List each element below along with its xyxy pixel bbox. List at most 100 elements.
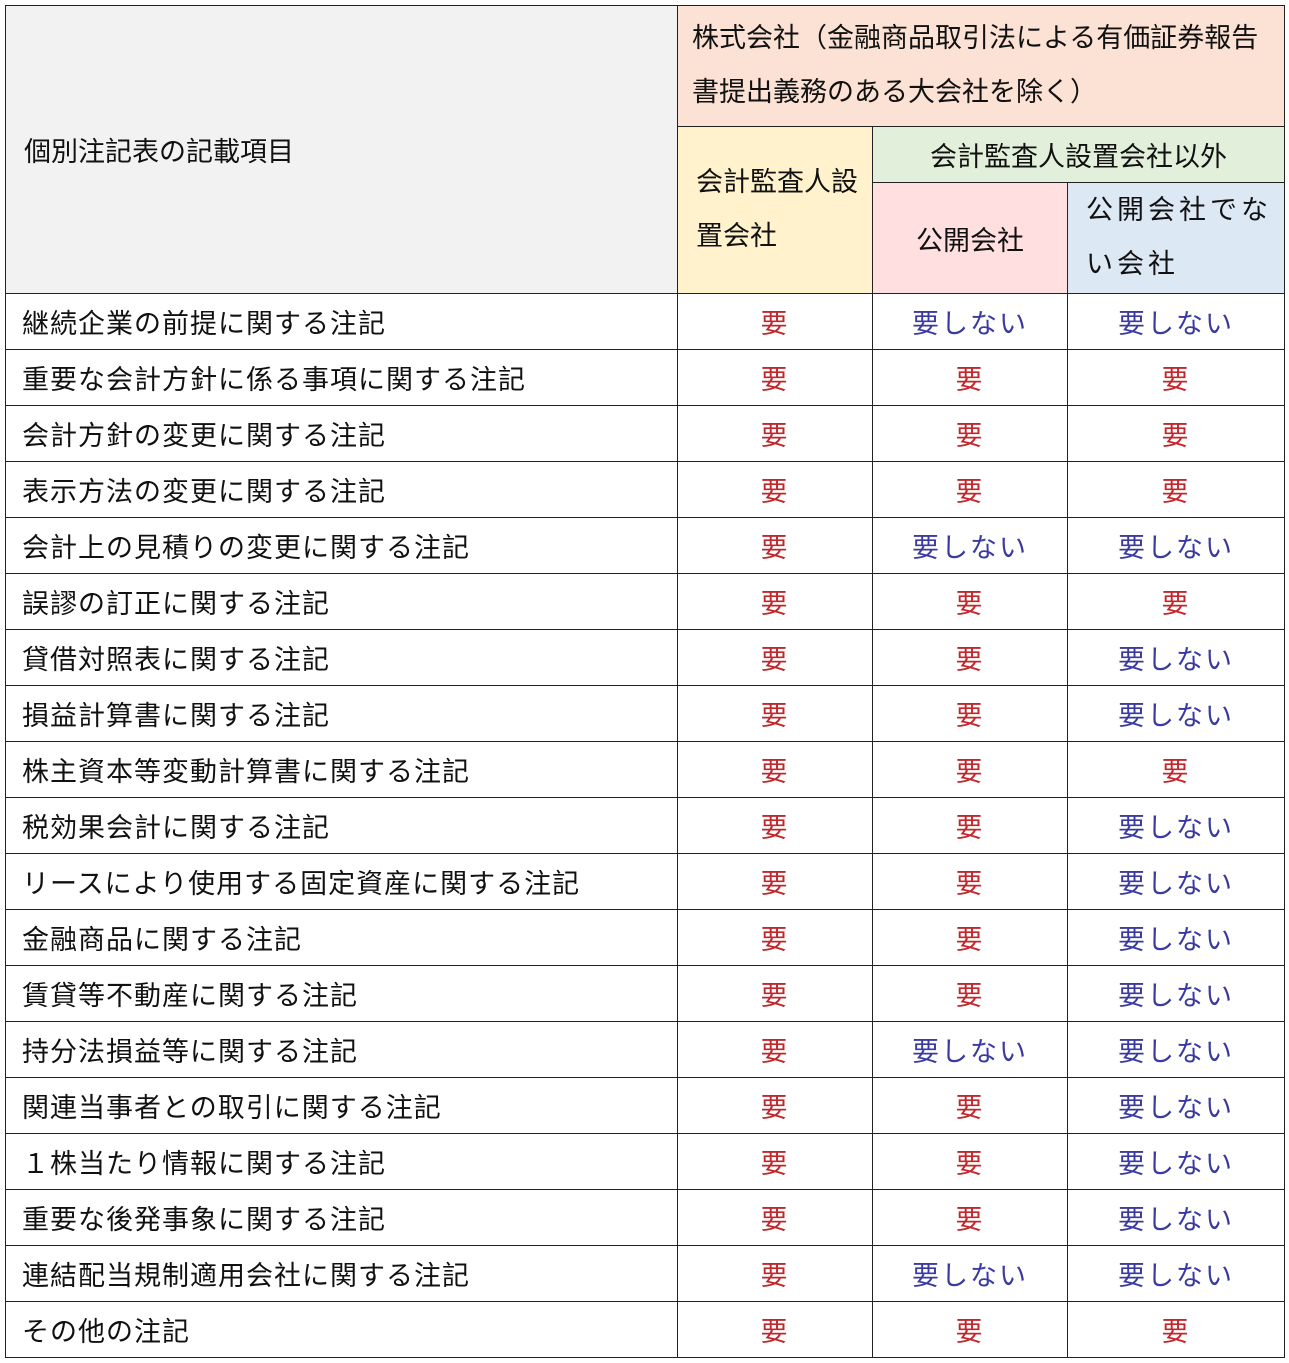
item-label: 継続企業の前提に関する注記 [5,293,678,350]
requirement-cell: 要 [872,629,1068,686]
requirement-cell: 要 [677,909,873,966]
table-row: 賃貸等不動産に関する注記要要要しない [5,965,1286,1022]
table-row: 会計上の見積りの変更に関する注記要要しない 要しない [5,517,1286,574]
table-row: 継続企業の前提に関する注記要要しない 要しない [5,293,1286,350]
requirement-cell: 要 [1066,1301,1286,1358]
requirement-cell: 要 [872,405,1068,462]
requirement-cell: 要しない [1066,965,1286,1022]
requirement-cell: 要しない [1066,1021,1286,1078]
table-row: 関連当事者との取引に関する注記要要要しない [5,1077,1286,1134]
requirement-cell: 要 [1066,349,1286,406]
item-label: 連結配当規制適用会社に関する注記 [5,1245,678,1302]
table-row: 誤謬の訂正に関する注記要要要 [5,573,1286,630]
requirement-cell: 要しない [872,1021,1068,1078]
requirement-cell: 要しない [1066,1133,1286,1190]
requirement-cell: 要 [677,1021,873,1078]
header-non-public: 公開会社でない会社 [1066,182,1286,294]
requirement-cell: 要 [1066,405,1286,462]
requirement-cell: 要しない [872,517,1068,574]
requirement-cell: 要しない [1066,853,1286,910]
table-row: 株主資本等変動計算書に関する注記要要要 [5,741,1286,798]
requirement-cell: 要しない [872,1245,1068,1302]
requirement-cell: 要 [677,461,873,518]
table-row: 連結配当規制適用会社に関する注記要要しない 要しない [5,1245,1286,1302]
requirement-cell: 要 [677,685,873,742]
requirement-cell: 要 [872,741,1068,798]
header-without-auditor: 会計監査人設置会社以外 [871,126,1286,183]
requirement-cell: 要 [1066,461,1286,518]
requirement-cell: 要 [872,1301,1068,1358]
item-label: その他の注記 [5,1301,678,1358]
header-public: 公開会社 [872,182,1068,294]
item-label: 持分法損益等に関する注記 [5,1021,678,1078]
requirement-cell: 要しない [1066,685,1286,742]
item-label: 関連当事者との取引に関する注記 [5,1077,678,1134]
item-label: 株主資本等変動計算書に関する注記 [5,741,678,798]
table-row: リースにより使用する固定資産に関する注記要要要しない [5,853,1286,910]
requirement-cell: 要 [677,797,873,854]
requirement-cell: 要 [872,1133,1068,1190]
requirement-cell: 要しない [1066,1189,1286,1246]
table-row: 重要な後発事象に関する注記要要要しない [5,1189,1286,1246]
table-row: 表示方法の変更に関する注記要要要 [5,461,1286,518]
item-label: 重要な会計方針に係る事項に関する注記 [5,349,678,406]
table-row: 損益計算書に関する注記要要要しない [5,685,1286,742]
requirement-cell: 要 [872,349,1068,406]
header-company-type: 株式会社（金融商品取引法による有価証券報告書提出義務のある大会社を除く） [676,5,1286,127]
requirement-cell: 要 [677,1189,873,1246]
item-label: 金融商品に関する注記 [5,909,678,966]
requirement-cell: 要 [677,405,873,462]
requirement-cell: 要しない [1066,629,1286,686]
requirement-cell: 要しない [1066,909,1286,966]
item-label: 誤謬の訂正に関する注記 [5,573,678,630]
requirement-cell: 要 [677,349,873,406]
requirement-cell: 要 [677,517,873,574]
requirement-cell: 要 [677,573,873,630]
item-label: １株当たり情報に関する注記 [5,1133,678,1190]
requirement-cell: 要 [677,741,873,798]
table-row: 会計方針の変更に関する注記要要要 [5,405,1286,462]
requirement-cell: 要 [872,685,1068,742]
item-label: 貸借対照表に関する注記 [5,629,678,686]
item-label: 税効果会計に関する注記 [5,797,678,854]
requirement-cell: 要しない [1066,1077,1286,1134]
table-row: 金融商品に関する注記要要要しない [5,909,1286,966]
requirement-cell: 要しない [1066,1245,1286,1302]
item-label: リースにより使用する固定資産に関する注記 [5,853,678,910]
requirement-cell: 要 [872,573,1068,630]
requirement-cell: 要 [677,1133,873,1190]
item-label: 重要な後発事象に関する注記 [5,1189,678,1246]
notes-requirement-table: 個別注記表の記載項目 株式会社（金融商品取引法による有価証券報告書提出義務のある… [5,5,1286,1358]
requirement-cell: 要 [677,629,873,686]
item-label: 表示方法の変更に関する注記 [5,461,678,518]
requirement-cell: 要 [872,797,1068,854]
requirement-cell: 要しない [1066,293,1286,350]
requirement-cell: 要 [872,1077,1068,1134]
requirement-cell: 要 [677,1245,873,1302]
requirement-cell: 要 [872,853,1068,910]
table-row: 貸借対照表に関する注記要要要しない [5,629,1286,686]
table-row: １株当たり情報に関する注記要要要しない [5,1133,1286,1190]
item-label: 損益計算書に関する注記 [5,685,678,742]
requirement-cell: 要 [872,909,1068,966]
requirement-cell: 要 [677,1301,873,1358]
requirement-cell: 要 [872,461,1068,518]
requirement-cell: 要しない [1066,797,1286,854]
table-row: 持分法損益等に関する注記要要しない 要しない [5,1021,1286,1078]
table-row: その他の注記要要要 [5,1301,1286,1358]
requirement-cell: 要 [677,965,873,1022]
requirement-cell: 要しない [1066,517,1286,574]
item-label: 会計方針の変更に関する注記 [5,405,678,462]
table-row: 税効果会計に関する注記要要要しない [5,797,1286,854]
header-item-column: 個別注記表の記載項目 [5,5,678,294]
requirement-cell: 要 [677,853,873,910]
requirement-cell: 要 [872,965,1068,1022]
requirement-cell: 要 [677,293,873,350]
requirement-cell: 要 [677,1077,873,1134]
table-row: 重要な会計方針に係る事項に関する注記要要要 [5,349,1286,406]
requirement-cell: 要 [1066,741,1286,798]
requirement-cell: 要しない [872,293,1068,350]
header-with-auditor: 会計監査人設置会社 [677,126,873,294]
item-label: 会計上の見積りの変更に関する注記 [5,517,678,574]
requirement-cell: 要 [1066,573,1286,630]
